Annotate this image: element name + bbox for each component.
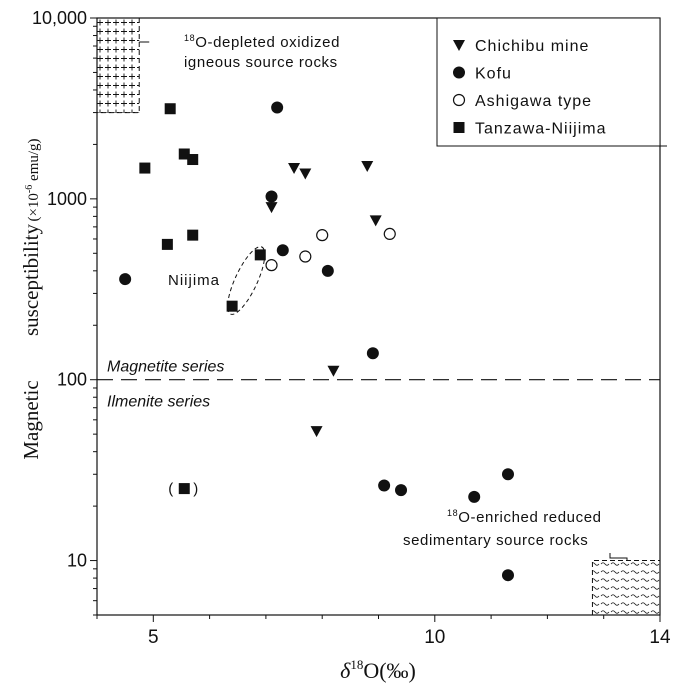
legend-label-kofu: Kofu — [475, 66, 512, 83]
enriched-label-line1: 18O-enriched reduced — [447, 508, 602, 526]
y-tick-label: 10,000 — [32, 8, 87, 28]
y-axis-label-word1: Magnetic — [19, 380, 43, 459]
y-axis-ticks: 10 100 1000 10,000 — [32, 8, 97, 616]
axis-labels: δ18O(‰) Magnetic susceptibility (×10-6 emu/… — [19, 138, 416, 683]
bracket-right: ) — [193, 481, 198, 498]
point-tanzawa-niijima — [178, 483, 190, 495]
enriched-leader — [609, 553, 628, 561]
y-axis-label-word2: susceptibility — [19, 224, 43, 336]
point-kofu — [468, 490, 481, 503]
data-points — [119, 101, 514, 582]
enriched-region-fill — [592, 560, 660, 615]
point-chichibu-mine — [288, 163, 301, 175]
legend-marker-ashigawa-type — [452, 93, 466, 107]
point-kofu — [378, 479, 391, 492]
x-tick-label: 14 — [649, 627, 671, 648]
point-chichibu-mine — [310, 426, 323, 438]
point-chichibu-mine — [361, 160, 374, 172]
point-ashigawa-type — [265, 259, 278, 272]
legend-marker-tanzawa-niijima — [453, 122, 465, 133]
point-chichibu-mine — [299, 168, 312, 180]
point-ashigawa-type — [316, 229, 329, 242]
annotations: Magnetite series Ilmenite series Niijima ()… — [107, 33, 628, 561]
point-ashigawa-type — [299, 250, 312, 263]
y-axis-unit-sup: -6 — [24, 185, 35, 193]
y-tick-label: 1000 — [47, 189, 87, 209]
enriched-region-border — [591, 560, 660, 615]
y-axis-unit-post: emu/g) — [26, 138, 42, 184]
point-kofu — [271, 101, 284, 114]
y-tick-label: 10 — [67, 551, 87, 571]
point-tanzawa-niijima — [139, 162, 151, 174]
point-tanzawa-niijima — [187, 154, 199, 166]
point-kofu — [366, 347, 379, 360]
depleted-label-sup: 18 — [184, 33, 195, 43]
depleted-label-text: O-depleted oxidized — [195, 34, 340, 51]
enriched-label-text: O-enriched reduced — [458, 509, 601, 526]
depleted-label-line1: 18O-depleted oxidized — [184, 33, 340, 51]
legend-label-ashigawa-type: Ashigawa type — [475, 93, 592, 110]
x-axis-label: δ18O(‰) — [340, 657, 416, 683]
enriched-label-line2: sedimentary source rocks — [403, 532, 588, 549]
niijima-ellipse — [227, 246, 266, 315]
legend-marker-kofu — [453, 66, 465, 79]
x-axis-label-main: O — [363, 658, 379, 683]
legend: Chichibu mine Kofu Ashigawa type Tanzawa-Ni… — [436, 17, 667, 147]
point-kofu — [321, 264, 334, 277]
point-tanzawa-niijima — [161, 238, 173, 250]
magnetite-series-label: Magnetite series — [107, 359, 224, 376]
y-axis-label-unit: (×10-6 emu/g) — [24, 138, 42, 221]
x-axis-label-symbol: δ — [340, 658, 351, 683]
point-kofu — [119, 273, 132, 286]
niijima-label: Niijima — [168, 272, 220, 289]
point-tanzawa-niijima — [226, 300, 238, 312]
point-chichibu-mine — [369, 215, 382, 227]
y-tick-label: 100 — [57, 370, 87, 390]
point-kofu — [501, 569, 514, 582]
legend-box — [436, 17, 661, 147]
point-ashigawa-type — [383, 227, 396, 241]
x-tick-label: 10 — [424, 627, 445, 648]
depleted-region-border — [97, 18, 140, 114]
x-tick-label: 5 — [148, 627, 159, 648]
point-tanzawa-niijima — [178, 148, 190, 160]
bracket-left: ( — [168, 481, 173, 498]
source-rock-regions — [97, 18, 660, 615]
point-kofu — [276, 244, 289, 257]
x-axis-label-unit: (‰) — [379, 658, 416, 683]
depleted-region-fill — [97, 18, 140, 113]
ilmenite-series-label: Ilmenite series — [107, 394, 210, 411]
legend-marker-chichibu-mine — [453, 40, 465, 51]
point-kofu — [265, 190, 278, 203]
point-kofu — [501, 468, 514, 481]
point-tanzawa-niijima — [254, 249, 266, 261]
legend-label-tanzawa-niijima: Tanzawa-Niijima — [475, 121, 606, 138]
point-tanzawa-niijima — [164, 103, 176, 115]
legend-label-chichibu-mine: Chichibu mine — [475, 38, 589, 55]
point-tanzawa-niijima — [187, 229, 199, 241]
x-axis-ticks: 5 10 14 — [96, 615, 671, 648]
y-axis-unit-pre: (×10 — [26, 193, 42, 221]
point-chichibu-mine — [327, 365, 340, 377]
depleted-label-line2: igneous source rocks — [184, 54, 338, 71]
point-chichibu-mine — [265, 202, 278, 214]
x-axis-label-sup: 18 — [350, 657, 363, 672]
enriched-label-sup: 18 — [447, 508, 458, 518]
point-kofu — [395, 484, 408, 497]
